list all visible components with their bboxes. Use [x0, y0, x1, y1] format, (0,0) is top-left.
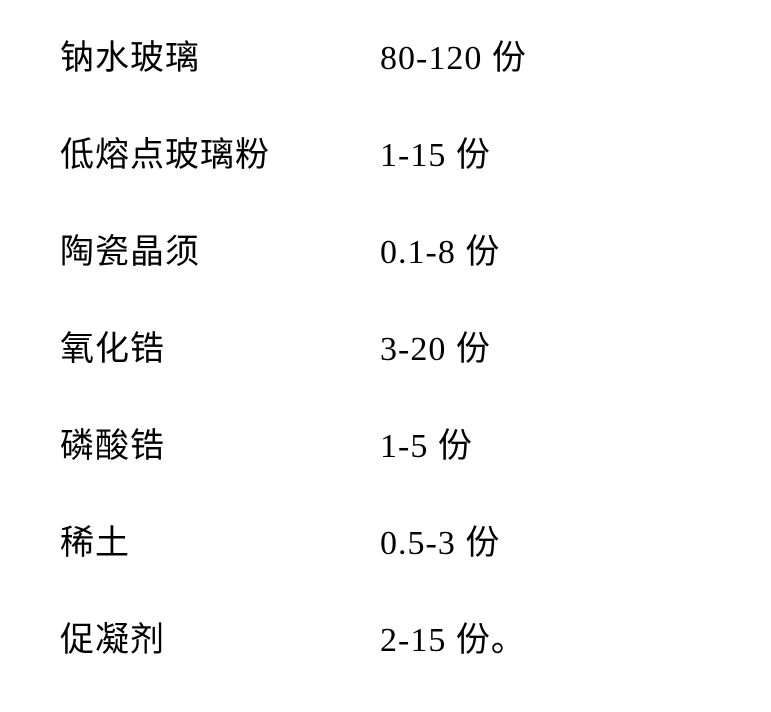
amount-value: 80-120 份 — [380, 30, 527, 79]
amount-value: 1-15 份 — [380, 127, 491, 176]
composition-list: 钠水玻璃 80-120 份 低熔点玻璃粉 1-15 份 陶瓷晶须 0.1-8 份… — [60, 30, 711, 661]
ingredient-label: 磷酸锆 — [60, 418, 380, 467]
composition-row: 钠水玻璃 80-120 份 — [60, 30, 711, 79]
ingredient-label: 氧化锆 — [60, 321, 380, 370]
amount-value: 3-20 份 — [380, 321, 491, 370]
amount-value: 1-5 份 — [380, 418, 473, 467]
composition-row: 陶瓷晶须 0.1-8 份 — [60, 224, 711, 273]
composition-row: 促凝剂 2-15 份。 — [60, 612, 711, 661]
amount-value: 0.5-3 份 — [380, 515, 500, 564]
composition-row: 氧化锆 3-20 份 — [60, 321, 711, 370]
ingredient-label: 钠水玻璃 — [60, 30, 380, 79]
composition-row: 稀土 0.5-3 份 — [60, 515, 711, 564]
amount-value: 2-15 份。 — [380, 612, 526, 661]
composition-row: 低熔点玻璃粉 1-15 份 — [60, 127, 711, 176]
amount-value: 0.1-8 份 — [380, 224, 500, 273]
composition-row: 磷酸锆 1-5 份 — [60, 418, 711, 467]
ingredient-label: 稀土 — [60, 515, 380, 564]
ingredient-label: 促凝剂 — [60, 612, 380, 661]
ingredient-label: 低熔点玻璃粉 — [60, 127, 380, 176]
ingredient-label: 陶瓷晶须 — [60, 224, 380, 273]
